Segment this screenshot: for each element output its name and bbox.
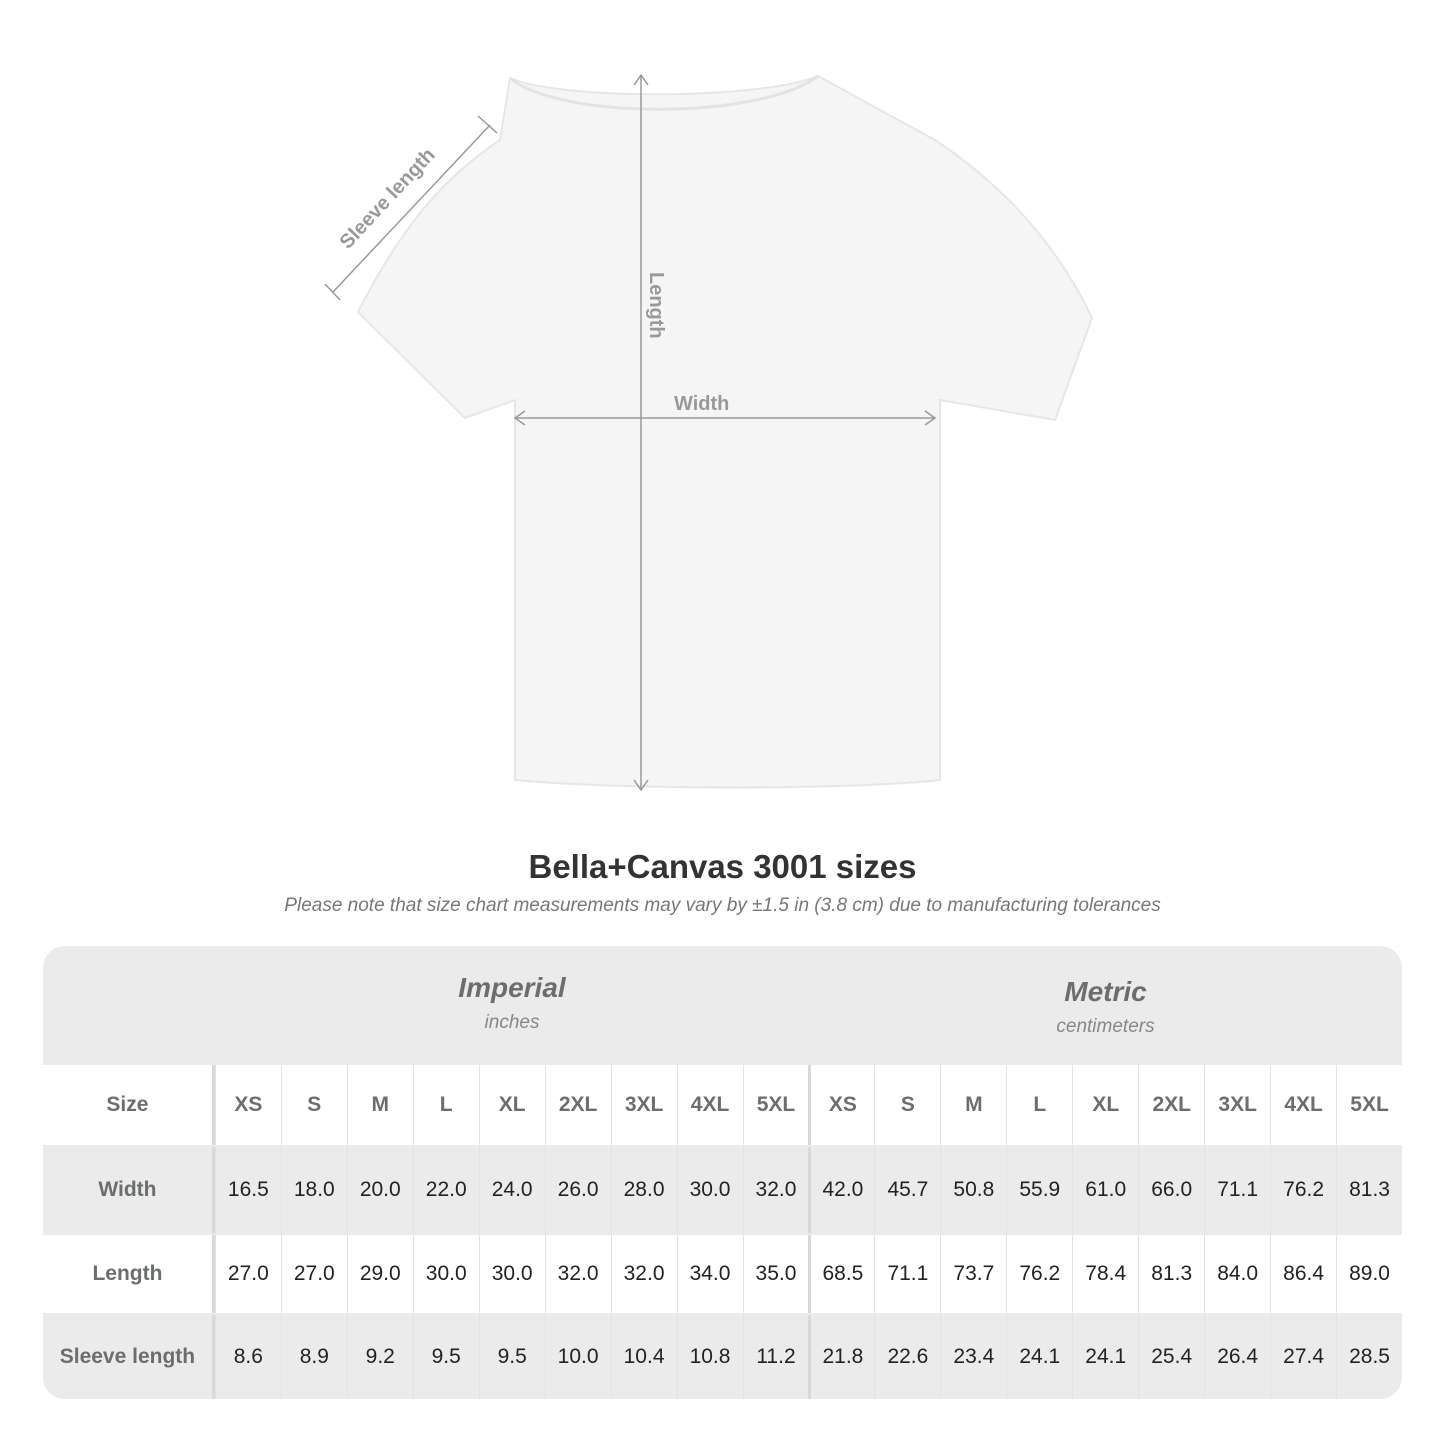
table-row: Length 27.0 27.0 29.0 30.0 30.0 32.0 32.0 34.0 35… — [43, 1235, 1402, 1313]
sleeve-line — [332, 124, 491, 293]
tshirt-shape — [356, 74, 1094, 789]
length-label: Length — [645, 272, 667, 339]
metric-value-cell: 81.3 — [1336, 1147, 1402, 1233]
imperial-value-cell: 20.0 — [346, 1147, 413, 1233]
imperial-header: Imperial inches — [215, 946, 809, 1064]
imperial-value-cell: 8.6 — [214, 1315, 281, 1399]
imperial-size-cell: L — [412, 1065, 479, 1145]
metric-value-cell: 50.8 — [940, 1147, 1006, 1233]
imperial-value-cell: 28.0 — [610, 1147, 677, 1233]
metric-value-cell: 25.4 — [1138, 1315, 1204, 1399]
metric-value-cell: 28.5 — [1336, 1315, 1402, 1399]
imperial-size-cell: 5XL — [742, 1065, 809, 1145]
metric-value-cell: 68.5 — [808, 1235, 874, 1313]
imperial-value-cell: 10.8 — [676, 1315, 743, 1399]
row-label: Sleeve length — [43, 1315, 215, 1399]
metric-value-cell: 71.1 — [874, 1235, 940, 1313]
tshirt-diagram: Sleeve length Length Width — [324, 73, 1094, 792]
row-label: Length — [43, 1235, 215, 1313]
metric-value-cell: 24.1 — [1072, 1315, 1138, 1399]
imperial-size-cell: 3XL — [610, 1065, 677, 1145]
metric-value-cell: 76.2 — [1006, 1235, 1072, 1313]
imperial-size-cell: S — [280, 1065, 347, 1145]
row-label: Size — [43, 1065, 215, 1145]
imperial-value-cell: 16.5 — [214, 1147, 281, 1233]
metric-value-cell: 81.3 — [1138, 1235, 1204, 1313]
imperial-value-cell: 10.0 — [544, 1315, 611, 1399]
metric-value-cell: 66.0 — [1138, 1147, 1204, 1233]
metric-value-cell: 22.6 — [874, 1315, 940, 1399]
metric-value-cell: 27.4 — [1270, 1315, 1336, 1399]
metric-unit: centimeters — [1056, 1016, 1155, 1037]
imperial-value-cell: 18.0 — [280, 1147, 347, 1233]
imperial-value-cell: 11.2 — [742, 1315, 809, 1399]
metric-size-cell: 3XL — [1204, 1065, 1270, 1145]
imperial-value-cell: 26.0 — [544, 1147, 611, 1233]
imperial-size-cell: XL — [478, 1065, 545, 1145]
table-row: Sleeve length 8.6 8.9 9.2 9.5 9.5 10.0 10.4 10.8… — [43, 1315, 1402, 1399]
metric-value-cell: 21.8 — [808, 1315, 874, 1399]
imperial-size-cell: 4XL — [676, 1065, 743, 1145]
metric-value-cell: 89.0 — [1336, 1235, 1402, 1313]
metric-value-cell: 26.4 — [1204, 1315, 1270, 1399]
imperial-value-cell: 9.5 — [412, 1315, 479, 1399]
metric-value-cell: 24.1 — [1006, 1315, 1072, 1399]
imperial-value-cell: 10.4 — [610, 1315, 677, 1399]
imperial-value-cell: 22.0 — [412, 1147, 479, 1233]
metric-size-cell: 5XL — [1336, 1065, 1402, 1145]
metric-header: Metric centimeters — [809, 946, 1402, 1064]
metric-size-cell: S — [874, 1065, 940, 1145]
imperial-unit: inches — [484, 1012, 540, 1033]
table-row: Width 16.5 18.0 20.0 22.0 24.0 26.0 28.0 30.0 32.… — [43, 1147, 1402, 1233]
metric-value-cell: 45.7 — [874, 1147, 940, 1233]
metric-value-cell: 73.7 — [940, 1235, 1006, 1313]
metric-value-cell: 78.4 — [1072, 1235, 1138, 1313]
metric-size-cell: XS — [808, 1065, 874, 1145]
metric-size-cell: 4XL — [1270, 1065, 1336, 1145]
metric-value-cell: 76.2 — [1270, 1147, 1336, 1233]
imperial-value-cell: 27.0 — [214, 1235, 281, 1313]
metric-value-cell: 86.4 — [1270, 1235, 1336, 1313]
imperial-value-cell: 32.0 — [610, 1235, 677, 1313]
metric-value-cell: 84.0 — [1204, 1235, 1270, 1313]
tolerance-note: Please note that size chart measurements… — [284, 895, 1161, 916]
imperial-size-cell: 2XL — [544, 1065, 611, 1145]
metric-value-cell: 42.0 — [808, 1147, 874, 1233]
imperial-size-cell: XS — [214, 1065, 281, 1145]
width-label: Width — [674, 393, 729, 415]
metric-size-cell: XL — [1072, 1065, 1138, 1145]
metric-value-cell: 71.1 — [1204, 1147, 1270, 1233]
imperial-value-cell: 32.0 — [544, 1235, 611, 1313]
size-header-row: Size XS S M L XL 2XL 3XL 4XL 5XL XS S M L XL 2XL 3XL 4XL 5… — [43, 1065, 1402, 1145]
imperial-value-cell: 24.0 — [478, 1147, 545, 1233]
imperial-value-cell: 34.0 — [676, 1235, 743, 1313]
imperial-value-cell: 9.5 — [478, 1315, 545, 1399]
imperial-value-cell: 8.9 — [280, 1315, 347, 1399]
imperial-value-cell: 9.2 — [346, 1315, 413, 1399]
metric-title: Metric — [1064, 976, 1147, 1007]
imperial-value-cell: 30.0 — [412, 1235, 479, 1313]
imperial-value-cell: 30.0 — [478, 1235, 545, 1313]
imperial-value-cell: 32.0 — [742, 1147, 809, 1233]
chart-title: Bella+Canvas 3001 sizes — [528, 848, 917, 885]
imperial-value-cell: 29.0 — [346, 1235, 413, 1313]
metric-value-cell: 23.4 — [940, 1315, 1006, 1399]
imperial-value-cell: 27.0 — [280, 1235, 347, 1313]
imperial-value-cell: 30.0 — [676, 1147, 743, 1233]
metric-value-cell: 55.9 — [1006, 1147, 1072, 1233]
metric-value-cell: 61.0 — [1072, 1147, 1138, 1233]
row-label: Width — [43, 1147, 215, 1233]
metric-size-cell: 2XL — [1138, 1065, 1204, 1145]
imperial-size-cell: M — [346, 1065, 413, 1145]
metric-size-cell: L — [1006, 1065, 1072, 1145]
imperial-title: Imperial — [458, 972, 566, 1003]
size-table: Imperial inches Metric centimeters Size X… — [43, 946, 1402, 1399]
imperial-value-cell: 35.0 — [742, 1235, 809, 1313]
metric-size-cell: M — [940, 1065, 1006, 1145]
